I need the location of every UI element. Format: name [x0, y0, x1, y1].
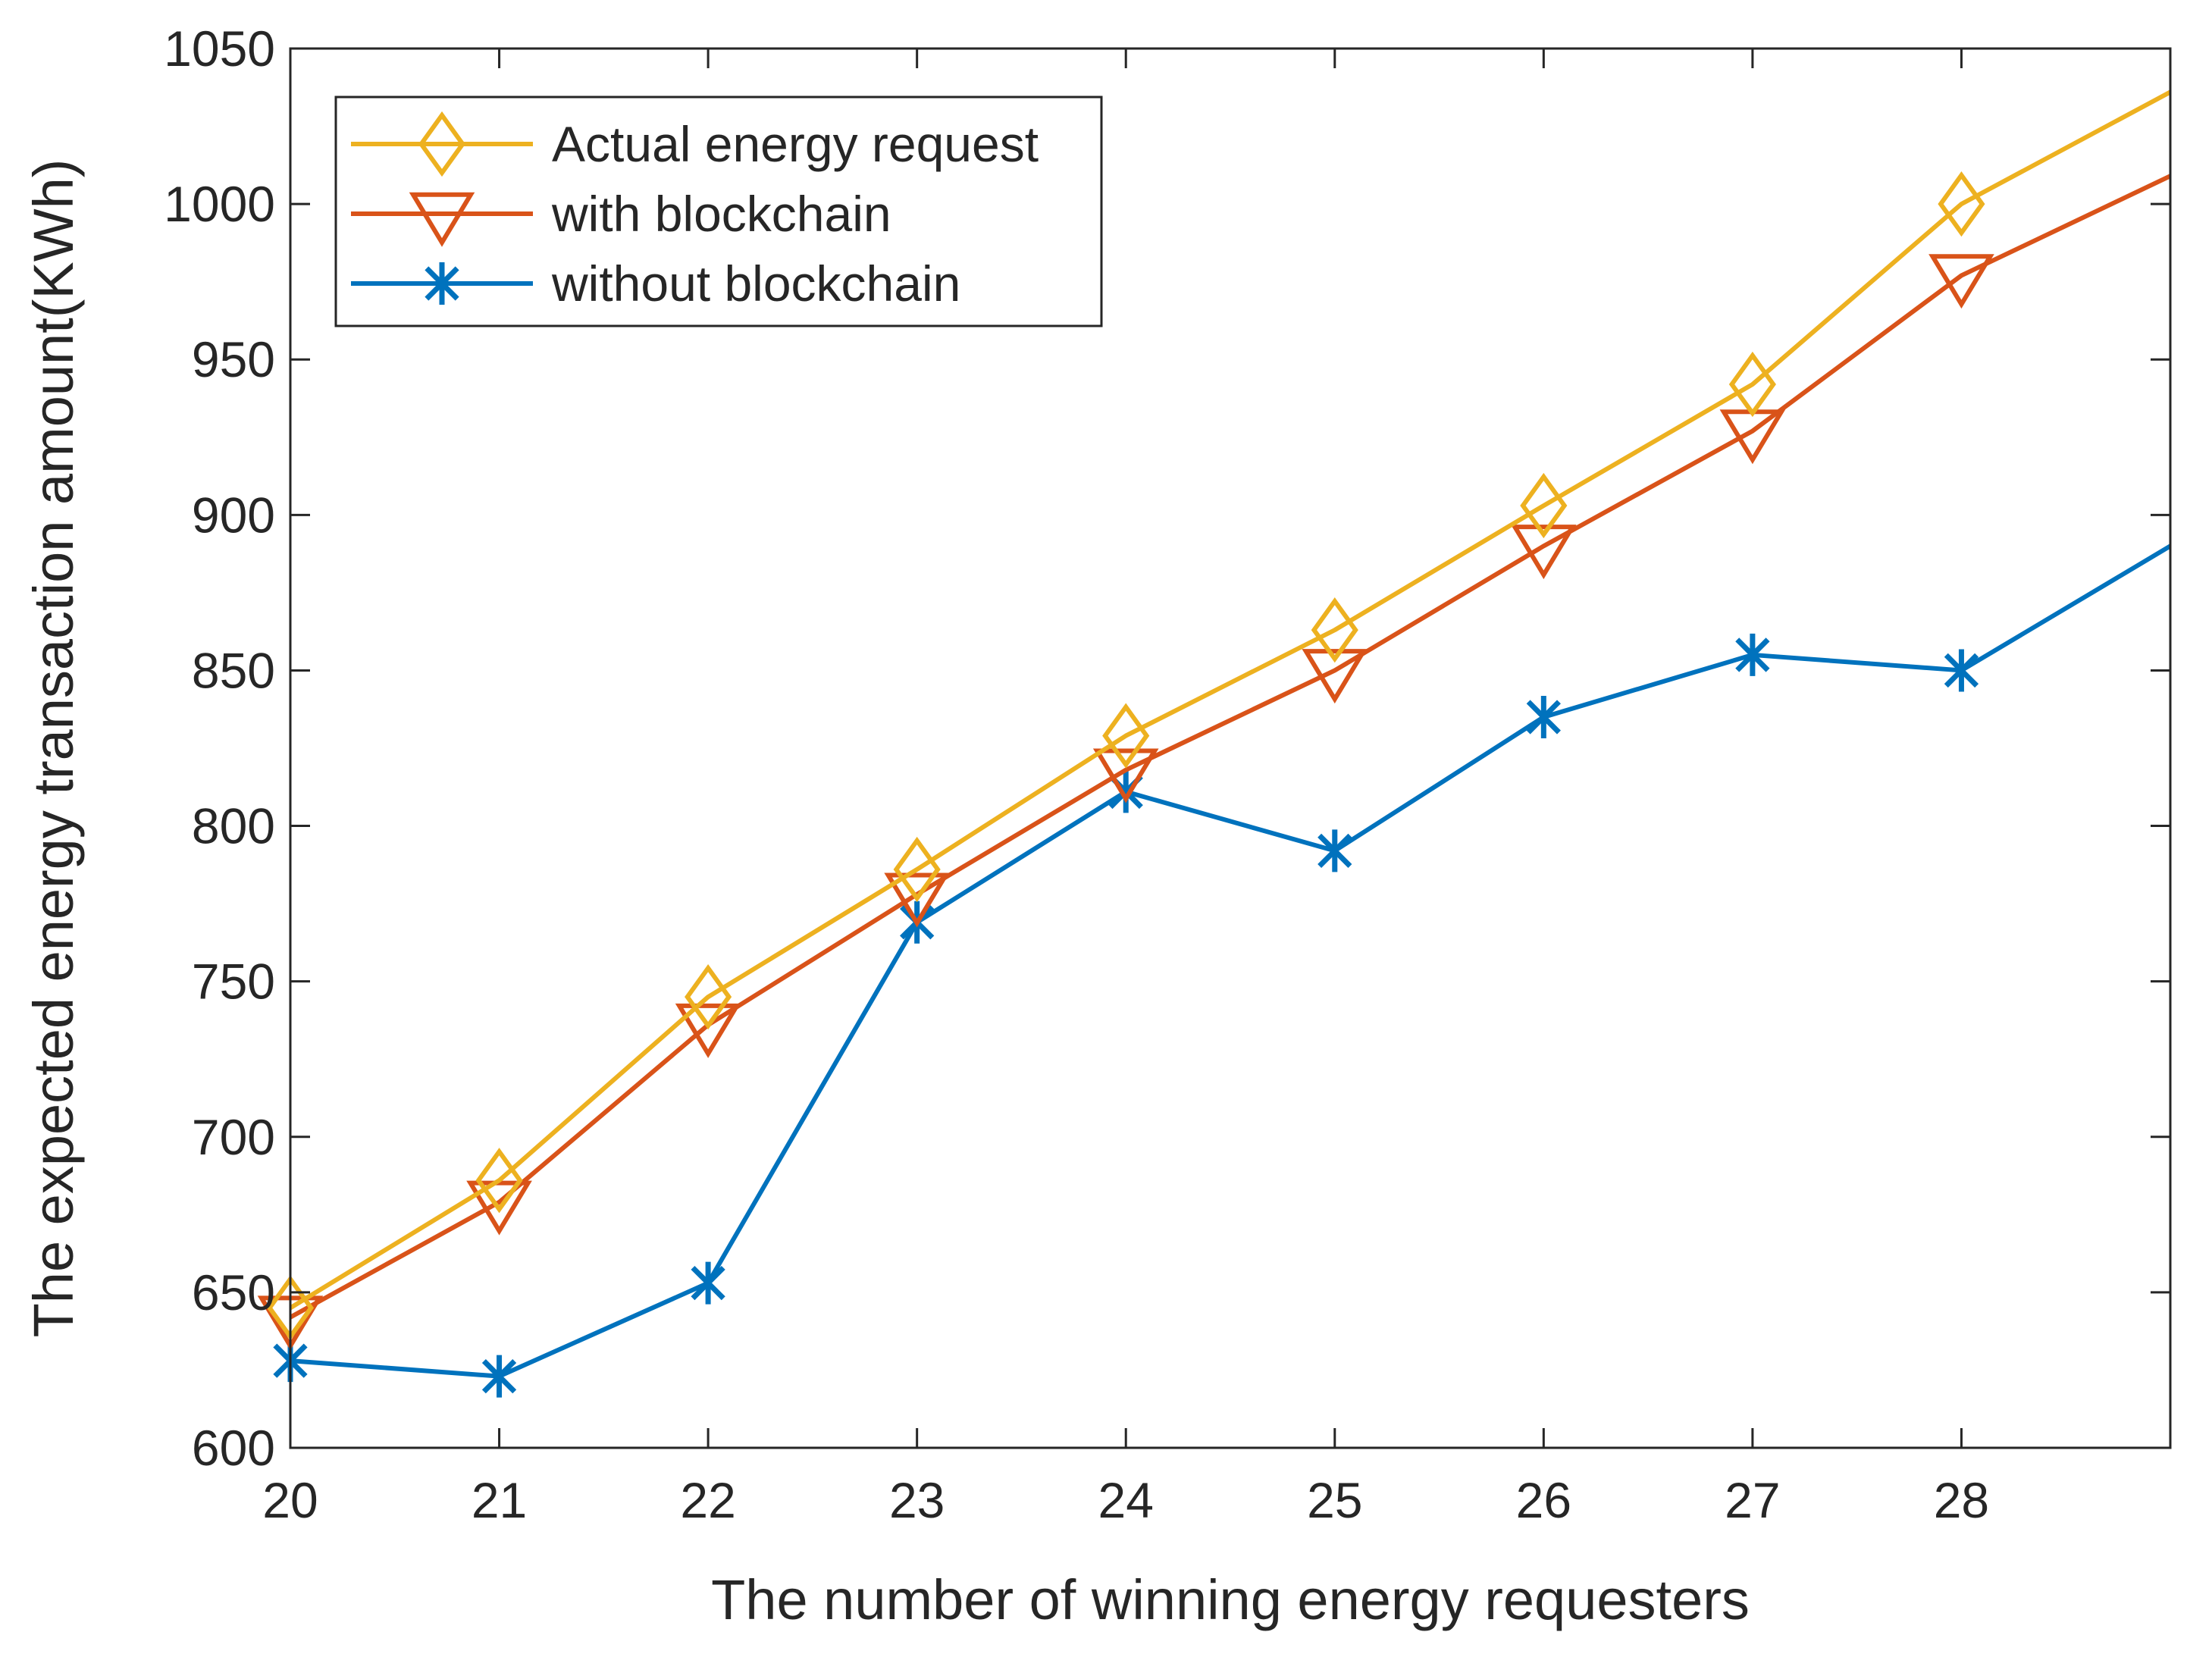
- x-tick-label: 20: [262, 1472, 318, 1528]
- data-point: [1520, 472, 1568, 539]
- x-axis-title: The number of winning energy requesters: [711, 1568, 1750, 1631]
- legend-label: without blockchain: [551, 255, 960, 312]
- data-point: [1102, 703, 1150, 769]
- legend: Actual energy request with blockchain with…: [334, 96, 1103, 327]
- data-point: [884, 872, 950, 928]
- plot-area-frame: [289, 47, 2172, 1449]
- series-line: [290, 544, 2172, 1379]
- data-point: [481, 1355, 517, 1398]
- series-line: [289, 89, 2172, 1310]
- y-tick-label: 900: [192, 487, 275, 543]
- legend-marker: [409, 192, 475, 247]
- data-point: [685, 964, 732, 1030]
- data-point: [1938, 171, 1985, 237]
- data-point: [1311, 597, 1358, 663]
- series-layer: [257, 89, 2172, 1398]
- legend-label: Actual energy request: [552, 116, 1039, 172]
- data-point: [1735, 633, 1770, 676]
- y-axis-title: The expected energy transaction amount(K…: [22, 159, 85, 1338]
- y-tick-label: 600: [192, 1420, 275, 1476]
- data-point: [475, 1148, 523, 1214]
- data-point: [1317, 829, 1352, 872]
- data-point: [1928, 254, 1994, 309]
- legend-item: without blockchain: [351, 255, 960, 312]
- axes-layer: 600 650 700 750 800 850 900 950 1000 1050 20 21 22 23…: [164, 20, 2172, 1528]
- x-tick-label: 28: [1934, 1472, 1989, 1528]
- x-tick-label: 22: [680, 1472, 735, 1528]
- x-tick-label: 27: [1725, 1472, 1780, 1528]
- legend-marker: [425, 262, 459, 305]
- legend-item: Actual energy request: [351, 111, 1039, 177]
- data-point: [1728, 351, 1776, 418]
- data-point: [1526, 695, 1561, 738]
- data-point: [1944, 649, 1979, 692]
- x-tick-label: 26: [1516, 1472, 1571, 1528]
- legend-label: with blockchain: [551, 186, 891, 242]
- y-tick-label: 700: [192, 1109, 275, 1165]
- series-line: [289, 174, 2172, 1320]
- y-tick-label: 950: [192, 331, 275, 387]
- series-actual-energy-request: [266, 89, 2172, 1341]
- y-tick-label: 1000: [164, 176, 275, 232]
- legend-marker: [418, 111, 466, 177]
- x-tick-label: 23: [889, 1472, 945, 1528]
- legend-item: with blockchain: [351, 186, 891, 247]
- x-tick-label: 24: [1098, 1472, 1154, 1528]
- data-point: [893, 836, 941, 903]
- y-tick-label: 850: [192, 642, 275, 698]
- y-tick-label: 1050: [164, 20, 275, 77]
- data-point: [1302, 649, 1368, 704]
- data-point: [691, 1261, 725, 1305]
- y-tick-label: 750: [192, 954, 275, 1010]
- data-point: [1092, 748, 1159, 804]
- y-tick-label: 650: [192, 1264, 275, 1320]
- x-tick-label: 21: [472, 1472, 527, 1528]
- y-tick-label: 800: [192, 798, 275, 854]
- data-point: [675, 1003, 741, 1058]
- x-tick-label: 25: [1307, 1472, 1362, 1528]
- data-point: [1511, 525, 1577, 580]
